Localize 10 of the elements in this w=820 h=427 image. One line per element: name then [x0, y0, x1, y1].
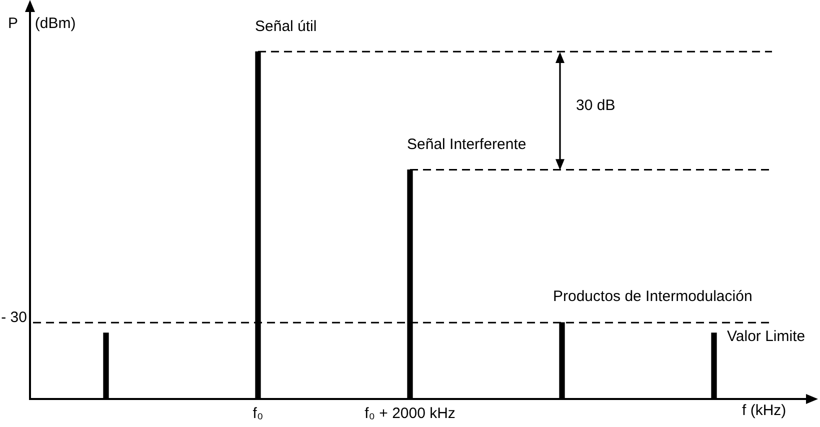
annotation: Señal útil — [255, 18, 317, 35]
x-axis-title: f (kHz) — [742, 402, 786, 420]
annotation: Señal Interferente — [407, 136, 526, 153]
y-axis-title: P (dBm) — [8, 15, 76, 32]
annotation: 30 dB — [576, 97, 616, 114]
annotation: Productos de Intermodulación — [553, 288, 752, 306]
annotation: Valor Limite — [727, 328, 806, 346]
x-tick-label: f₀ + 2000 kHz — [364, 405, 456, 422]
text: - 30 — [1, 309, 27, 326]
x-tick-label: f₀ — [252, 405, 264, 422]
